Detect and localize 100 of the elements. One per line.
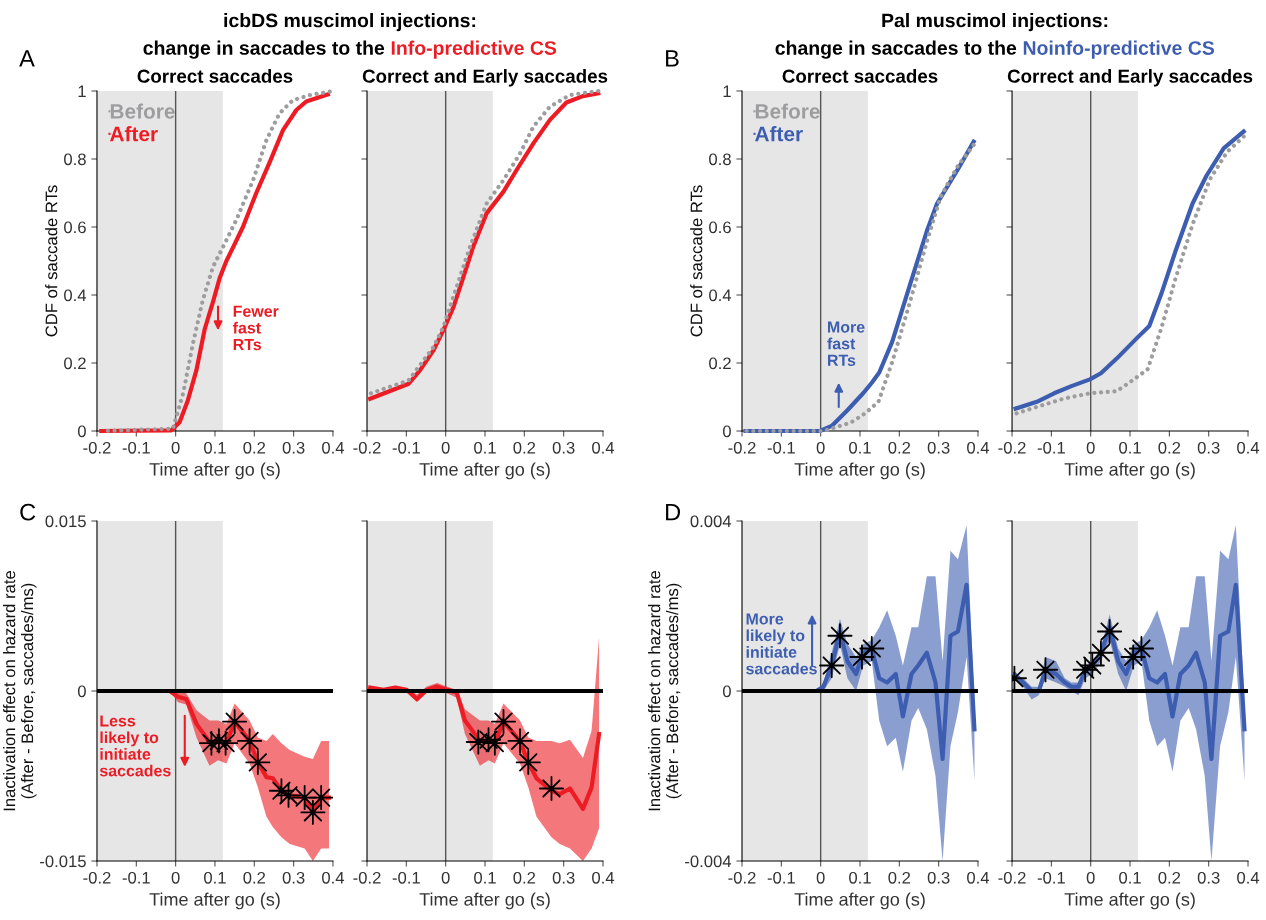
x-tick-label: 0.2 xyxy=(513,441,536,454)
annotation: More fast RTs xyxy=(827,321,865,366)
x-tick-label: -0.2 xyxy=(83,871,111,884)
x-tick-label: 0.1 xyxy=(1119,441,1141,454)
x-axis-title: Time after go (s) xyxy=(794,892,925,910)
x-tick-label: 0.3 xyxy=(282,441,305,454)
text: icbDS muscimol injections: xyxy=(224,13,476,32)
x-tick-label: -0.1 xyxy=(122,871,150,884)
legend-label: After xyxy=(109,126,158,142)
text: change in saccades to the xyxy=(775,40,1017,59)
text: Info-predictive CS xyxy=(391,40,557,59)
y-axis-title: Inactivation effect on hazard rate (After - Before, saccades/ms) xyxy=(3,570,37,811)
x-tick-label: 0.3 xyxy=(927,871,950,884)
y-tick-label: 0.4 xyxy=(709,289,732,302)
x-tick-label: 0.1 xyxy=(474,441,496,454)
text: Pal muscimol injections: xyxy=(882,13,1108,32)
x-tick-label: 0.4 xyxy=(967,871,990,884)
x-axis-title: Time after go (s) xyxy=(1064,462,1195,480)
x-tick-label: 0 xyxy=(441,871,450,884)
y-tick-label: 0.004 xyxy=(690,515,732,528)
y-axis-title: CDF of saccade RTs xyxy=(690,185,703,337)
x-tick-label: 0 xyxy=(171,871,180,884)
x-tick-label: -0.1 xyxy=(392,871,420,884)
y-tick-label: 1 xyxy=(78,85,86,98)
x-tick-label: -0.2 xyxy=(353,441,381,454)
annotation: Fewer fast RTs xyxy=(232,305,279,351)
x-axis-title: Time after go (s) xyxy=(794,462,925,480)
x-tick-label: 0 xyxy=(816,871,825,884)
y-tick-label: 0.6 xyxy=(709,221,731,234)
chart-title: Correct and Early saccades xyxy=(1007,69,1253,87)
x-tick-label: 0.2 xyxy=(513,871,536,884)
y-tick-label: 0.2 xyxy=(64,357,86,370)
x-tick-label: -0.1 xyxy=(392,441,420,454)
y-tick-label: 0 xyxy=(77,685,86,698)
x-tick-label: -0.1 xyxy=(767,441,795,454)
x-tick-label: -0.1 xyxy=(767,871,795,884)
x-tick-label: 0 xyxy=(441,441,450,454)
text: B xyxy=(666,50,679,67)
x-tick-label: 0.3 xyxy=(282,871,305,884)
x-tick-label: 0.3 xyxy=(552,441,575,454)
x-tick-label: 0.4 xyxy=(592,441,615,454)
x-tick-label: -0.1 xyxy=(1037,441,1065,454)
y-tick-label: -0.015 xyxy=(40,855,86,868)
x-tick-label: 0.1 xyxy=(849,441,871,454)
text: Noinfo-predictive CS xyxy=(1023,40,1215,59)
x-tick-label: -0.1 xyxy=(122,441,150,454)
x-tick-label: 0.4 xyxy=(322,441,345,454)
x-tick-label: 0.3 xyxy=(1197,871,1220,884)
annotation: Less likely to initiate saccades xyxy=(99,715,171,777)
x-tick-label: 0.1 xyxy=(204,871,226,884)
text: A xyxy=(19,50,35,67)
y-tick-label: 0.4 xyxy=(64,289,87,302)
x-tick-label: 0.4 xyxy=(592,871,615,884)
text: D xyxy=(666,504,681,521)
y-tick-label: 1 xyxy=(723,85,731,98)
x-tick-label: 0.2 xyxy=(243,441,266,454)
y-axis-title: Inactivation effect on hazard rate (After - Before, saccades/ms) xyxy=(648,570,682,811)
x-tick-label: 0.3 xyxy=(1197,441,1220,454)
legend-label: After xyxy=(755,126,803,142)
x-tick-label: 0.1 xyxy=(204,441,226,454)
x-tick-label: -0.2 xyxy=(998,871,1026,884)
y-tick-label: 0.8 xyxy=(64,153,86,166)
x-axis-title: Time after go (s) xyxy=(149,892,280,910)
x-tick-label: 0.1 xyxy=(1119,871,1141,884)
x-tick-label: 0 xyxy=(816,441,825,454)
x-tick-label: -0.2 xyxy=(998,441,1026,454)
x-tick-label: 0.2 xyxy=(243,871,266,884)
x-tick-label: 0 xyxy=(1086,441,1095,454)
x-tick-label: -0.2 xyxy=(83,441,111,454)
x-tick-label: 0.3 xyxy=(927,441,950,454)
x-tick-label: 0.2 xyxy=(1158,441,1181,454)
legend-label: Before xyxy=(755,103,820,119)
y-axis-title: CDF of saccade RTs xyxy=(45,185,58,337)
x-tick-label: 0.3 xyxy=(552,871,575,884)
x-tick-label: 0.4 xyxy=(1237,441,1260,454)
x-tick-label: 0.1 xyxy=(849,871,871,884)
y-tick-label: 0.2 xyxy=(709,357,731,370)
x-tick-label: 0.4 xyxy=(1237,871,1260,884)
x-axis-title: Time after go (s) xyxy=(419,462,550,480)
y-tick-label: 0.8 xyxy=(709,153,731,166)
x-tick-label: 0.2 xyxy=(1158,871,1181,884)
x-tick-label: 0 xyxy=(171,441,180,454)
x-tick-label: 0.2 xyxy=(888,441,911,454)
x-tick-label: 0.2 xyxy=(888,871,911,884)
x-tick-label: 0.1 xyxy=(474,871,496,884)
text: change in saccades to the xyxy=(143,40,385,59)
x-tick-label: 0 xyxy=(1086,871,1095,884)
x-tick-label: 0.4 xyxy=(967,441,990,454)
x-tick-label: 0.4 xyxy=(322,871,345,884)
legend-label: Before xyxy=(110,103,175,119)
chart-title: Correct saccades xyxy=(137,69,293,83)
x-tick-label: -0.1 xyxy=(1037,871,1065,884)
x-tick-label: -0.2 xyxy=(353,871,381,884)
x-tick-label: -0.2 xyxy=(728,871,756,884)
y-tick-label: 0 xyxy=(77,425,86,438)
x-axis-title: Time after go (s) xyxy=(1064,892,1195,910)
y-tick-label: 0 xyxy=(722,685,731,698)
chart-title: Correct and Early saccades xyxy=(362,69,608,87)
annotation: More likely to initiate saccades xyxy=(746,613,817,675)
x-tick-label: -0.2 xyxy=(728,441,756,454)
